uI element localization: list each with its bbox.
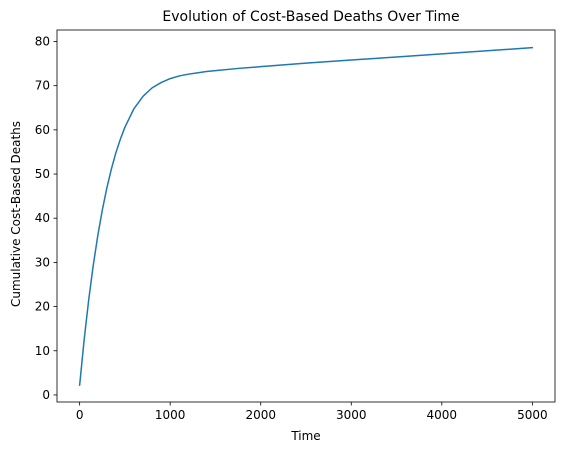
y-tick-label: 70 [35,79,50,93]
series-line-0 [78,46,534,386]
y-tick-label: 10 [35,344,50,358]
x-tick-label: 2000 [245,408,276,422]
x-tick-label: 4000 [427,408,458,422]
y-axis-label: Cumulative Cost-Based Deaths [9,121,23,307]
x-tick-label: 1000 [155,408,186,422]
chart-title: Evolution of Cost-Based Deaths Over Time [162,9,459,25]
x-axis: 0 1000 2000 3000 4000 5000 [76,402,548,422]
x-tick-label: 3000 [336,408,367,422]
y-tick-label: 30 [35,255,50,269]
y-tick-label: 50 [35,167,50,181]
y-tick-label: 60 [35,123,50,137]
plot-area [56,29,556,403]
y-tick-label: 0 [42,388,50,402]
x-tick-label: 0 [76,408,84,422]
y-tick-label: 80 [35,34,50,48]
x-axis-label: Time [290,429,320,443]
y-tick-label: 20 [35,300,50,314]
y-axis: 0 10 20 30 40 50 60 70 80 [35,34,57,402]
y-tick-label: 40 [35,211,50,225]
x-tick-label: 5000 [517,408,548,422]
plot-frame [56,29,556,403]
